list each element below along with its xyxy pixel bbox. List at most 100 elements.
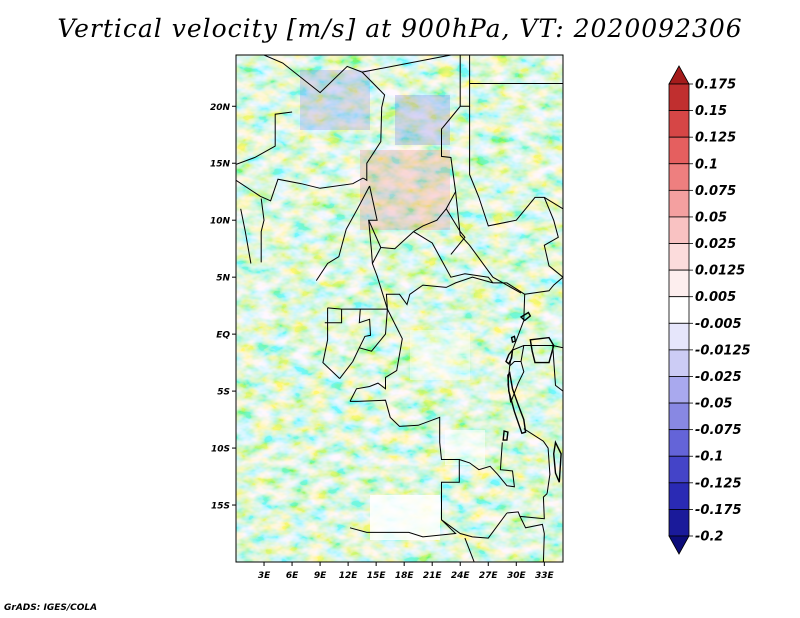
border-line bbox=[413, 231, 494, 284]
colorbar-label: -0.175 bbox=[695, 503, 742, 518]
colorbar-label: 0.1 bbox=[695, 157, 718, 172]
colorbar-segment bbox=[668, 376, 690, 404]
colorbar: 0.175 0.15 0.125 0.1 0.075 0.05 0.025 0.0125 0.0… bbox=[668, 65, 751, 555]
lon-label: 27E bbox=[479, 571, 499, 581]
colorbar-label: 0.0125 bbox=[695, 264, 745, 279]
lake-outline bbox=[552, 440, 562, 483]
colorbar-min-arrow bbox=[668, 535, 690, 555]
colorbar-label: -0.125 bbox=[695, 476, 742, 491]
lon-label: 15E bbox=[367, 571, 387, 581]
border-line bbox=[327, 307, 388, 310]
border-line bbox=[469, 106, 563, 227]
lon-label: 6E bbox=[286, 571, 299, 581]
longitude-axis: 3E 6E 9E 12E 15E 18E 21E 24E 27E 30E 33E bbox=[258, 562, 554, 581]
border-line bbox=[260, 198, 265, 263]
border-line bbox=[506, 493, 548, 520]
lat-label: 5S bbox=[217, 388, 230, 398]
lon-label: 18E bbox=[395, 571, 415, 581]
colorbar-label: -0.1 bbox=[695, 450, 723, 465]
border-line bbox=[322, 307, 341, 379]
border-line bbox=[371, 247, 382, 264]
border-line bbox=[349, 399, 460, 538]
colorbar-segment bbox=[668, 402, 690, 431]
colorbar-label: 0.005 bbox=[695, 290, 736, 305]
lat-label: 10N bbox=[210, 217, 231, 227]
lon-label: 12E bbox=[339, 571, 359, 581]
colorbar-segment bbox=[668, 216, 690, 244]
colorbar-label: 0.05 bbox=[695, 210, 727, 225]
vertical-velocity-field bbox=[236, 55, 563, 562]
colorbar-label: 0.075 bbox=[695, 184, 736, 199]
border-line bbox=[445, 208, 466, 255]
border-line bbox=[519, 516, 545, 562]
border-line bbox=[459, 442, 515, 488]
lon-label: 3E bbox=[258, 571, 271, 581]
border-line bbox=[413, 55, 461, 233]
colorbar-label: -0.05 bbox=[695, 397, 732, 412]
border-line bbox=[512, 345, 563, 351]
map-frame bbox=[235, 54, 564, 563]
lat-label: 10S bbox=[211, 445, 230, 455]
colorbar-segment bbox=[668, 296, 690, 324]
colorbar-label: -0.0125 bbox=[695, 343, 751, 358]
border-line bbox=[315, 185, 371, 281]
lon-label: 9E bbox=[314, 571, 327, 581]
lon-label: 21E bbox=[423, 571, 443, 581]
map-panel bbox=[235, 54, 564, 563]
colorbar-segment bbox=[668, 163, 690, 191]
border-line bbox=[339, 309, 388, 379]
colorbar-label: -0.2 bbox=[695, 530, 723, 545]
lon-label: 24E bbox=[451, 571, 471, 581]
colorbar-segment bbox=[668, 136, 690, 165]
colorbar-segment bbox=[668, 110, 690, 138]
border-line bbox=[236, 177, 364, 202]
colorbar-max-arrow bbox=[668, 65, 690, 85]
border-line bbox=[385, 276, 494, 310]
colorbar-segment bbox=[668, 455, 690, 484]
lake-outline bbox=[502, 430, 509, 441]
colorbar-segment bbox=[668, 269, 690, 298]
border-line bbox=[263, 55, 363, 94]
border-line bbox=[543, 197, 563, 278]
lat-label: 20N bbox=[210, 103, 231, 113]
lon-label: 30E bbox=[507, 571, 527, 581]
colorbar-label: -0.025 bbox=[695, 370, 742, 385]
border-line bbox=[324, 309, 343, 324]
border-line bbox=[367, 185, 414, 250]
lat-label: 15S bbox=[211, 502, 230, 512]
border-line bbox=[455, 191, 522, 294]
border-line bbox=[362, 55, 451, 73]
lat-label: EQ bbox=[216, 331, 230, 341]
border-line bbox=[524, 276, 563, 295]
latitude-axis: 20N 15N 10N 5N EQ 5S 10S 15S bbox=[210, 103, 236, 512]
colorbar-label: 0.15 bbox=[695, 104, 727, 119]
border-line bbox=[361, 71, 386, 182]
grads-credit: GrADS: IGES/COLA bbox=[4, 603, 98, 613]
lake-outline bbox=[505, 347, 514, 365]
border-line bbox=[464, 537, 475, 562]
colorbar-label: -0.075 bbox=[695, 423, 742, 438]
lake-outline bbox=[519, 311, 532, 322]
colorbar-label: 0.175 bbox=[695, 78, 736, 93]
border-line bbox=[236, 111, 293, 165]
lake-outline bbox=[529, 336, 555, 364]
colorbar-segment bbox=[668, 189, 690, 218]
border-line bbox=[552, 345, 563, 392]
colorbar-label: 0.125 bbox=[695, 131, 736, 146]
colorbar-segment bbox=[668, 429, 690, 457]
border-line bbox=[509, 345, 525, 367]
border-line bbox=[349, 308, 403, 402]
border-line bbox=[523, 428, 551, 494]
colorbar-segment bbox=[668, 243, 690, 271]
country-borders bbox=[236, 55, 563, 562]
lake-outline bbox=[507, 371, 527, 435]
lake-outline bbox=[510, 335, 517, 344]
border-line bbox=[358, 309, 372, 349]
colorbar-segment bbox=[668, 83, 690, 111]
lat-label: 15N bbox=[210, 160, 231, 170]
border-line bbox=[441, 512, 508, 539]
colorbar-segment bbox=[668, 322, 690, 351]
colorbar-label: 0.025 bbox=[695, 237, 736, 252]
border-line bbox=[460, 55, 471, 107]
